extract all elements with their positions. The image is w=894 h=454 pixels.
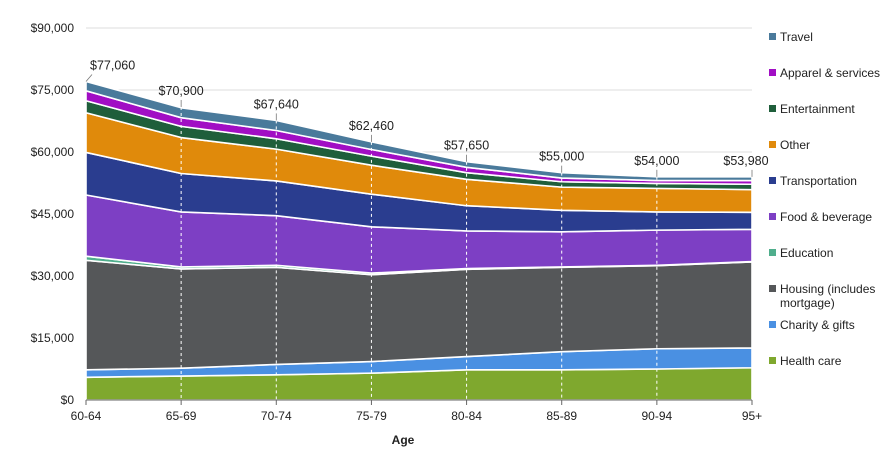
y-tick-label: $90,000 xyxy=(31,21,75,35)
y-tick-label: $75,000 xyxy=(31,83,75,97)
legend-item: Entertainment xyxy=(769,102,855,116)
legend-label: Other xyxy=(780,138,810,152)
legend-swatch xyxy=(769,33,776,40)
legend-item: Other xyxy=(769,138,810,152)
x-axis: 60-64 65-69 70-74 75-79 80-84 85-89 90-94 95+ xyxy=(71,399,762,423)
legend-item: Apparel & services xyxy=(769,66,880,80)
legend-item: Education xyxy=(769,246,833,260)
legend-swatch xyxy=(769,177,776,184)
y-tick-label: $45,000 xyxy=(31,207,75,221)
total-label: $53,980 xyxy=(723,154,768,168)
legend: Travel Apparel & services Entertainment Oth… xyxy=(769,30,880,368)
total-annotations: $77,060 $70,900 $67,640 $62,460 $57,650 $55,0… xyxy=(85,58,769,177)
legend-label: Transportation xyxy=(780,174,857,188)
legend-item: Travel xyxy=(769,30,813,44)
total-label: $77,060 xyxy=(90,58,135,72)
legend-item: Charity & gifts xyxy=(769,318,855,332)
x-axis-title: Age xyxy=(392,433,415,447)
y-tick-label: $30,000 xyxy=(31,269,75,283)
legend-label: Charity & gifts xyxy=(780,318,855,332)
legend-swatch xyxy=(769,69,776,76)
legend-swatch xyxy=(769,285,776,292)
x-tick-label: 85-89 xyxy=(546,409,577,423)
area-travel xyxy=(85,80,753,182)
y-tick-label: $0 xyxy=(61,393,75,407)
legend-item: Health care xyxy=(769,354,842,368)
legend-label: Health care xyxy=(780,354,842,368)
total-label: $54,000 xyxy=(634,154,679,168)
x-tick-label: 60-64 xyxy=(71,409,102,423)
x-tick-label: 75-79 xyxy=(356,409,387,423)
x-tick-label: 80-84 xyxy=(451,409,482,423)
legend-swatch xyxy=(769,141,776,148)
total-label: $67,640 xyxy=(254,97,299,111)
x-tick-label: 95+ xyxy=(742,409,762,423)
annotation-connector xyxy=(85,74,93,82)
legend-label: Housing (includes mortgage) xyxy=(780,282,875,310)
legend-swatch xyxy=(769,249,776,256)
total-label: $62,460 xyxy=(349,119,394,133)
y-tick-label: $15,000 xyxy=(31,331,75,345)
legend-label: Education xyxy=(780,246,833,260)
legend-item: Food & beverage xyxy=(769,210,872,224)
legend-label: Travel xyxy=(780,30,813,44)
legend-swatch xyxy=(769,321,776,328)
area-series xyxy=(85,80,753,401)
x-tick-label: 70-74 xyxy=(261,409,292,423)
total-label: $70,900 xyxy=(159,84,204,98)
legend-swatch xyxy=(769,357,776,364)
x-tick-label: 65-69 xyxy=(166,409,197,423)
total-label: $57,650 xyxy=(444,139,489,153)
legend-swatch xyxy=(769,105,776,112)
legend-swatch xyxy=(769,213,776,220)
legend-label: Entertainment xyxy=(780,102,855,116)
total-label: $55,000 xyxy=(539,150,584,164)
legend-label: Food & beverage xyxy=(780,210,872,224)
category-dividers xyxy=(180,106,753,400)
y-axis: $0 $15,000 $30,000 $45,000 $60,000 $75,000 $90… xyxy=(31,21,75,407)
legend-label: Apparel & services xyxy=(780,66,880,80)
legend-item: Transportation xyxy=(769,174,857,188)
legend-item: Housing (includes mortgage) xyxy=(769,282,875,310)
y-tick-label: $60,000 xyxy=(31,145,75,159)
x-tick-label: 90-94 xyxy=(642,409,673,423)
